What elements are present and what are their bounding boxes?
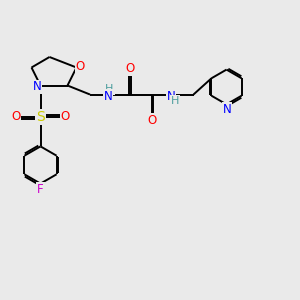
Text: O: O xyxy=(11,110,20,124)
Text: N: N xyxy=(223,103,232,116)
Text: O: O xyxy=(76,59,85,73)
Text: F: F xyxy=(37,183,44,196)
Text: S: S xyxy=(36,110,45,124)
Text: N: N xyxy=(167,89,176,103)
Text: H: H xyxy=(171,96,179,106)
Text: O: O xyxy=(61,110,70,124)
Text: N: N xyxy=(32,80,41,94)
Text: O: O xyxy=(147,113,156,127)
Text: H: H xyxy=(105,84,114,94)
Text: N: N xyxy=(103,89,112,103)
Text: O: O xyxy=(126,62,135,76)
